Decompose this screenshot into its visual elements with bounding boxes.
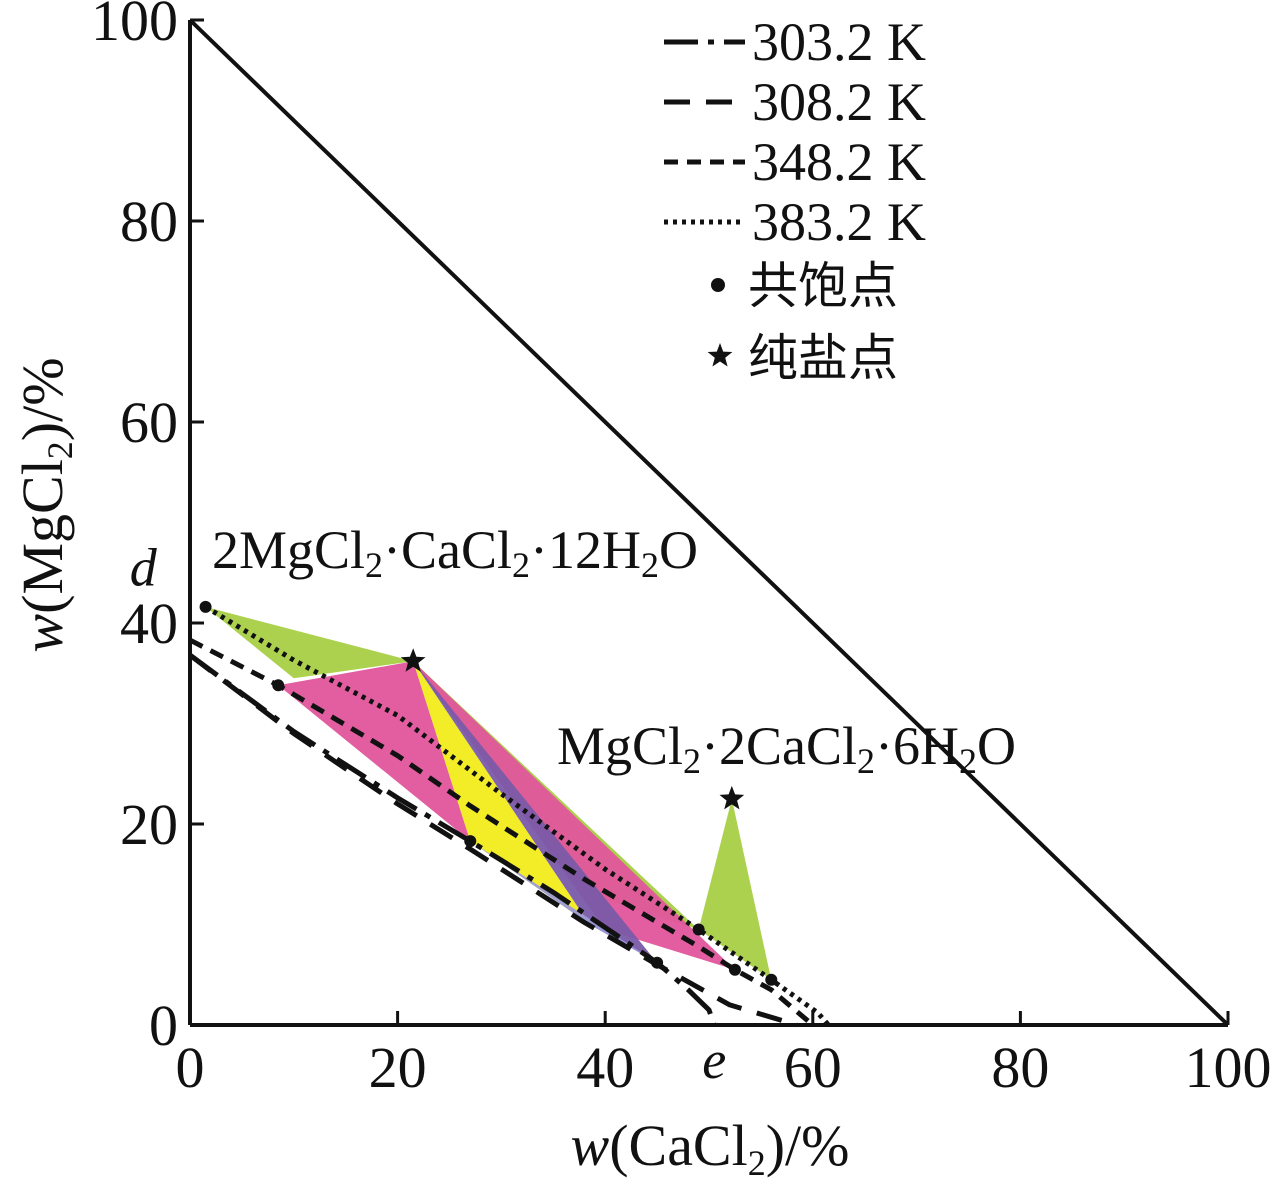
phase-region [413,661,590,925]
salt-formula-part: 2 [365,545,383,585]
y-tick-label: 80 [120,189,178,254]
salt-formula-part: ·6H [875,716,959,776]
point-markers [199,600,778,986]
salt-formula-label: 2MgCl2·CaCl2·12H2O [212,520,698,585]
cosaturation-point [765,973,778,986]
x-tick-label: 60 [784,1035,842,1100]
pure-salt-point [719,785,745,810]
phase-region [698,798,772,980]
x-ticks: 0 20 40 60 80 100 [176,1011,1272,1100]
salt-formula-part: 2 [857,741,875,781]
axes [188,18,1230,1027]
point-labels: de [130,538,726,1090]
curve-348-2-k [188,637,815,1027]
y-tick-label: 40 [120,591,178,656]
salt-formula-part: O [659,520,698,580]
cosaturation-point [199,600,212,613]
x-axis-title: w(CaCl2)/% [571,1113,850,1181]
phase-region [413,661,699,930]
legend-series-label: 348.2 K [752,132,926,192]
salt-formula-label: MgCl2·2CaCl2·6H2O [557,716,1016,781]
legend-cosaturation-marker [711,278,725,292]
legend-pure-salt-marker [707,343,733,367]
salt-formula-part: 2 [641,545,659,585]
phase-region [205,606,414,679]
point-label-d: d [130,538,158,598]
solubility-curves [188,604,831,1028]
phase-region [413,661,735,970]
x-tick-label: 0 [176,1035,205,1100]
y-tick-label: 0 [149,993,178,1058]
salt-formula-part: 2 [959,741,977,781]
salt-formula-part: ·CaCl [383,520,512,580]
pure-salt-point [400,648,426,672]
legend-series-label: 303.2 K [752,12,926,72]
salt-formula-part: MgCl [557,716,683,776]
y-ticks: 0 20 40 60 80 100 [91,0,204,1058]
cosaturation-point [651,956,664,969]
x-tick-label: 80 [991,1035,1049,1100]
cosaturation-point [692,923,705,936]
y-tick-label: 60 [120,390,178,455]
salt-formula-part: 2 [683,741,701,781]
cosaturation-point [464,835,477,848]
legend-series-label: 308.2 K [752,72,926,132]
cosaturation-point [272,679,285,692]
y-tick-label: 20 [120,792,178,857]
phase-region [413,661,658,963]
x-tick-label: 20 [369,1035,427,1100]
salt-formula-part: O [977,716,1016,776]
salt-formula-part: 2 [512,545,530,585]
legend-series-label: 383.2 K [752,192,926,252]
curve-383-2-k [204,604,831,1027]
salt-formula-part: 2MgCl [212,520,365,580]
curve-308-2-k [188,653,798,1028]
salt-formula-part: ·2CaCl [701,716,857,776]
y-tick-label: 100 [91,0,178,53]
cosaturation-point [728,963,741,976]
curve-303-2-k [188,653,717,1026]
phase-region [278,661,471,842]
legend-cosaturation-label: 共饱点 [748,257,898,315]
legend-pure-salt-label: 纯盐点 [748,329,898,387]
salt-formula-part: ·12H [530,520,641,580]
y-axis-title: w(MgCl2)/% [10,357,80,652]
hypotenuse-line [188,18,1230,1027]
x-tick-label: 100 [1185,1035,1272,1100]
x-tick-label: 40 [576,1035,634,1100]
point-label-e: e [702,1030,726,1090]
